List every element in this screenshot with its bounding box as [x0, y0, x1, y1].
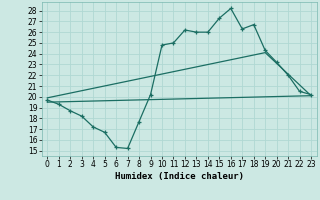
X-axis label: Humidex (Indice chaleur): Humidex (Indice chaleur) [115, 172, 244, 181]
